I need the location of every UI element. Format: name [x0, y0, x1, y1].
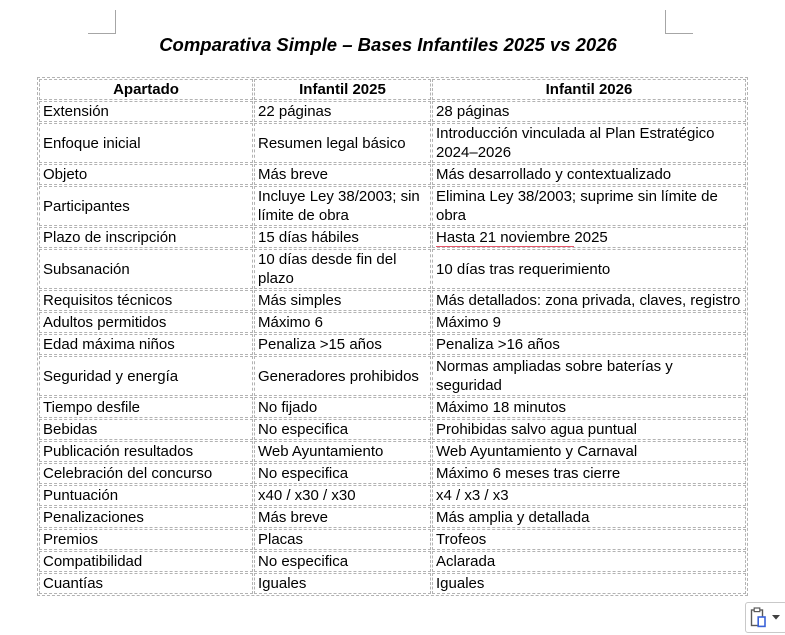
table-cell[interactable]: Iguales [432, 573, 746, 594]
table-cell[interactable]: Iguales [254, 573, 431, 594]
text-boundary-mark-top-left [88, 10, 116, 34]
table-row: Celebración del concurso No especifica Máx… [39, 463, 746, 484]
table-cell[interactable]: Más breve [254, 507, 431, 528]
table-cell[interactable]: Enfoque inicial [39, 123, 253, 163]
table-cell[interactable]: Publicación resultados [39, 441, 253, 462]
table-cell[interactable]: 28 páginas [432, 101, 746, 122]
table-cell[interactable]: Seguridad y energía [39, 356, 253, 396]
table-cell[interactable]: Penaliza >15 años [254, 334, 431, 355]
table-cell[interactable]: Aclarada [432, 551, 746, 572]
table-cell[interactable]: No especifica [254, 419, 431, 440]
table-cell[interactable]: Resumen legal básico [254, 123, 431, 163]
table-cell[interactable]: Objeto [39, 164, 253, 185]
table-cell[interactable]: Premios [39, 529, 253, 550]
table-row: Extensión 22 páginas 28 páginas [39, 101, 746, 122]
table-cell[interactable]: Normas ampliadas sobre baterías y seguri… [432, 356, 746, 396]
table-cell[interactable]: Máximo 6 [254, 312, 431, 333]
table-row: Premios Placas Trofeos [39, 529, 746, 550]
table-row: Publicación resultados Web Ayuntamiento We… [39, 441, 746, 462]
table-cell[interactable]: 10 días tras requerimiento [432, 249, 746, 289]
table-row: Puntuación x40 / x30 / x30 x4 / x3 / x3 [39, 485, 746, 506]
table-cell[interactable]: Subsanación [39, 249, 253, 289]
table-cell[interactable]: Web Ayuntamiento [254, 441, 431, 462]
header-row: Apartado Infantil 2025 Infantil 2026 [39, 79, 746, 100]
table-row: Edad máxima niños Penaliza >15 años Penali… [39, 334, 746, 355]
paste-options-button[interactable] [745, 602, 785, 633]
text-boundary-mark-top-right [665, 10, 693, 34]
table-cell[interactable]: No especifica [254, 463, 431, 484]
table-cell[interactable]: Prohibidas salvo agua puntual [432, 419, 746, 440]
chevron-down-icon [772, 615, 780, 620]
column-header[interactable]: Apartado [39, 79, 253, 100]
table-cell[interactable]: No especifica [254, 551, 431, 572]
table-cell[interactable]: Requisitos técnicos [39, 290, 253, 311]
table-cell[interactable]: 22 páginas [254, 101, 431, 122]
table-row: Seguridad y energía Generadores prohibido… [39, 356, 746, 396]
table-cell[interactable]: Penalizaciones [39, 507, 253, 528]
grammar-underlined-text: Hasta 21 noviembre [436, 229, 575, 247]
table-row: Subsanación 10 días desde fin del plazo 10… [39, 249, 746, 289]
table-cell[interactable]: Generadores prohibidos [254, 356, 431, 396]
table-cell[interactable]: Participantes [39, 186, 253, 226]
table-cell[interactable]: Tiempo desfile [39, 397, 253, 418]
table-row: Plazo de inscripción 15 días hábiles Hasta… [39, 227, 746, 248]
table-cell[interactable]: Máximo 18 minutos [432, 397, 746, 418]
table-cell[interactable]: Máximo 9 [432, 312, 746, 333]
table-cell[interactable]: Hasta 21 noviembre 2025 [432, 227, 746, 248]
table-cell[interactable]: Cuantías [39, 573, 253, 594]
table-cell[interactable]: Incluye Ley 38/2003; sin límite de obra [254, 186, 431, 226]
table-cell[interactable]: Bebidas [39, 419, 253, 440]
table-cell[interactable]: Adultos permitidos [39, 312, 253, 333]
table-row: Compatibilidad No especifica Aclarada [39, 551, 746, 572]
table-row: Enfoque inicial Resumen legal básico Intro… [39, 123, 746, 163]
table-cell[interactable]: 10 días desde fin del plazo [254, 249, 431, 289]
table-cell[interactable]: Más breve [254, 164, 431, 185]
table-cell[interactable]: x40 / x30 / x30 [254, 485, 431, 506]
table-cell[interactable]: Más detallados: zona privada, claves, re… [432, 290, 746, 311]
table-cell[interactable]: Web Ayuntamiento y Carnaval [432, 441, 746, 462]
table-cell[interactable]: Placas [254, 529, 431, 550]
table-row: Cuantías Iguales Iguales [39, 573, 746, 594]
table-cell[interactable]: Puntuación [39, 485, 253, 506]
table-cell[interactable]: Máximo 6 meses tras cierre [432, 463, 746, 484]
table-body: Extensión 22 páginas 28 páginas Enfoque ini… [39, 101, 746, 594]
table-cell[interactable]: Edad máxima niños [39, 334, 253, 355]
table-cell[interactable]: Compatibilidad [39, 551, 253, 572]
table-row: Requisitos técnicos Más simples Más detall… [39, 290, 746, 311]
table-cell[interactable]: Más simples [254, 290, 431, 311]
table-cell[interactable]: Extensión [39, 101, 253, 122]
column-header[interactable]: Infantil 2026 [432, 79, 746, 100]
table-row: Penalizaciones Más breve Más amplia y deta… [39, 507, 746, 528]
table-cell[interactable]: 15 días hábiles [254, 227, 431, 248]
table-cell[interactable]: Introducción vinculada al Plan Estratégi… [432, 123, 746, 163]
table-row: Objeto Más breve Más desarrollado y contex… [39, 164, 746, 185]
table-row: Participantes Incluye Ley 38/2003; sin lí… [39, 186, 746, 226]
table-cell[interactable]: Trofeos [432, 529, 746, 550]
table-cell[interactable]: Más desarrollado y contextualizado [432, 164, 746, 185]
column-header[interactable]: Infantil 2025 [254, 79, 431, 100]
table-row: Bebidas No especifica Prohibidas salvo agu… [39, 419, 746, 440]
table-cell[interactable]: No fijado [254, 397, 431, 418]
clipboard-paste-icon [750, 607, 769, 628]
table-row: Tiempo desfile No fijado Máximo 18 minutos [39, 397, 746, 418]
table-cell[interactable]: Más amplia y detallada [432, 507, 746, 528]
table-cell[interactable]: Penaliza >16 años [432, 334, 746, 355]
document-title[interactable]: Comparativa Simple – Bases Infantiles 20… [159, 34, 617, 55]
table-cell[interactable]: Celebración del concurso [39, 463, 253, 484]
table-cell[interactable]: x4 / x3 / x3 [432, 485, 746, 506]
table-cell[interactable]: Elimina Ley 38/2003; suprime sin límite … [432, 186, 746, 226]
comparison-table: Apartado Infantil 2025 Infantil 2026 Exten… [37, 77, 748, 596]
table-cell[interactable]: Plazo de inscripción [39, 227, 253, 248]
table-row: Adultos permitidos Máximo 6 Máximo 9 [39, 312, 746, 333]
